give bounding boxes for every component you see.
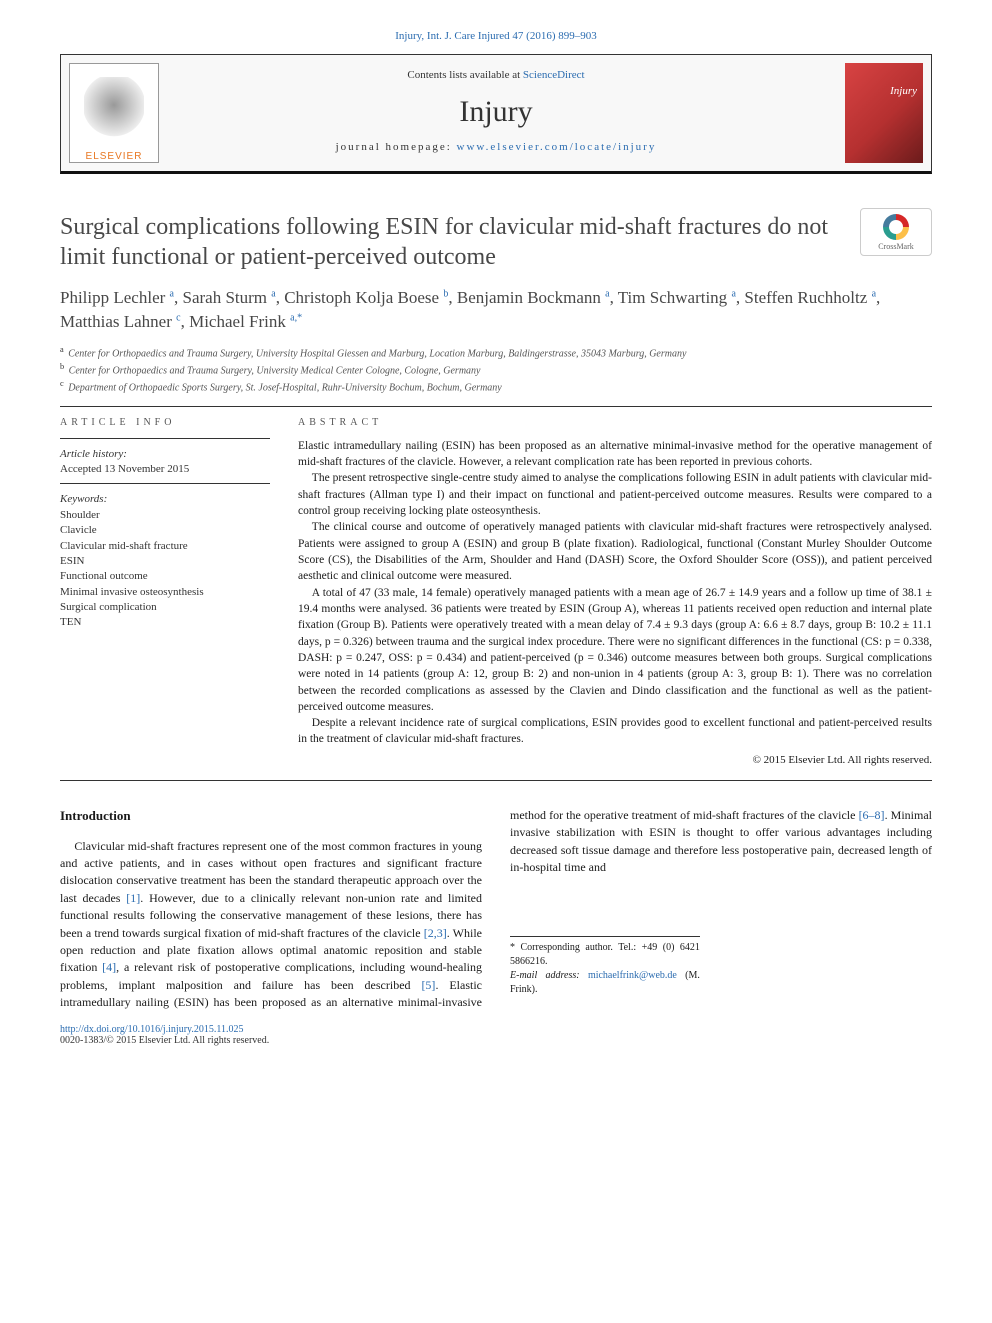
contents-available-line: Contents lists available at ScienceDirec… bbox=[171, 69, 821, 81]
elsevier-tree-icon bbox=[84, 77, 144, 147]
keyword: Shoulder bbox=[60, 508, 270, 523]
sciencedirect-link[interactable]: ScienceDirect bbox=[523, 69, 585, 81]
keyword: Functional outcome bbox=[60, 569, 270, 584]
introduction-heading: Introduction bbox=[60, 807, 482, 826]
email-label: E-mail address: bbox=[510, 970, 588, 981]
elsevier-label: ELSEVIER bbox=[86, 151, 143, 162]
affiliation-line: c Department of Orthopaedic Sports Surge… bbox=[60, 378, 932, 395]
abstract-paragraph: The present retrospective single-centre … bbox=[298, 470, 932, 519]
journal-cover-thumbnail: Injury bbox=[845, 63, 923, 163]
citation-link[interactable]: [6–8] bbox=[859, 808, 885, 822]
journal-masthead: ELSEVIER Contents lists available at Sci… bbox=[60, 54, 932, 174]
crossmark-badge[interactable]: CrossMark bbox=[860, 208, 932, 256]
corresponding-author-footnote: * Corresponding author. Tel.: +49 (0) 64… bbox=[510, 936, 700, 997]
affiliations-list: a Center for Orthopaedics and Trauma Sur… bbox=[60, 344, 932, 396]
keyword: Minimal invasive osteosynthesis bbox=[60, 585, 270, 600]
corr-email-line: E-mail address: michaelfrink@web.de (M. … bbox=[510, 969, 700, 997]
citation-link[interactable]: [2,3] bbox=[424, 926, 447, 940]
doi-block: http://dx.doi.org/10.1016/j.injury.2015.… bbox=[60, 1024, 932, 1046]
history-label: Article history: bbox=[60, 447, 270, 462]
article-info-heading: ARTICLE INFO bbox=[60, 417, 270, 428]
keyword: TEN bbox=[60, 615, 270, 630]
affiliation-line: a Center for Orthopaedics and Trauma Sur… bbox=[60, 344, 932, 361]
article-title: Surgical complications following ESIN fo… bbox=[60, 212, 842, 272]
abstract-paragraph: Despite a relevant incidence rate of sur… bbox=[298, 715, 932, 748]
abstract-paragraph: Elastic intramedullary nailing (ESIN) ha… bbox=[298, 438, 932, 471]
article-body: Introduction Clavicular mid-shaft fractu… bbox=[60, 807, 932, 1012]
citation-link[interactable]: [1] bbox=[126, 891, 140, 905]
abstract-paragraph: The clinical course and outcome of opera… bbox=[298, 519, 932, 584]
article-info-column: ARTICLE INFO Article history: Accepted 1… bbox=[60, 417, 270, 766]
crossmark-icon bbox=[883, 214, 909, 240]
corr-email-link[interactable]: michaelfrink@web.de bbox=[588, 970, 677, 981]
keyword: ESIN bbox=[60, 554, 270, 569]
citation-link[interactable]: [4] bbox=[102, 960, 116, 974]
accepted-date: Accepted 13 November 2015 bbox=[60, 463, 189, 475]
running-head-citation: Injury, Int. J. Care Injured 47 (2016) 8… bbox=[60, 30, 932, 42]
elsevier-logo: ELSEVIER bbox=[69, 63, 159, 163]
author-list: Philipp Lechler a, Sarah Sturm a, Christ… bbox=[60, 286, 932, 334]
divider bbox=[60, 406, 932, 407]
introduction-paragraph: Clavicular mid-shaft fractures represent… bbox=[60, 807, 932, 1012]
journal-homepage-line: journal homepage: www.elsevier.com/locat… bbox=[171, 141, 821, 153]
issn-copyright-line: 0020-1383/© 2015 Elsevier Ltd. All right… bbox=[60, 1035, 269, 1046]
abstract-heading: ABSTRACT bbox=[298, 417, 932, 428]
keywords-label: Keywords: bbox=[60, 492, 270, 507]
keywords-block: Keywords: ShoulderClavicleClavicular mid… bbox=[60, 492, 270, 631]
affiliation-line: b Center for Orthopaedics and Trauma Sur… bbox=[60, 361, 932, 378]
article-history-block: Article history: Accepted 13 November 20… bbox=[60, 447, 270, 478]
abstract-column: ABSTRACT Elastic intramedullary nailing … bbox=[298, 417, 932, 766]
abstract-copyright: © 2015 Elsevier Ltd. All rights reserved… bbox=[298, 754, 932, 766]
doi-link[interactable]: http://dx.doi.org/10.1016/j.injury.2015.… bbox=[60, 1024, 244, 1035]
abstract-text: Elastic intramedullary nailing (ESIN) ha… bbox=[298, 438, 932, 748]
corr-author-line: * Corresponding author. Tel.: +49 (0) 64… bbox=[510, 941, 700, 969]
cover-label: Injury bbox=[890, 85, 917, 97]
keyword: Clavicle bbox=[60, 523, 270, 538]
keyword: Clavicular mid-shaft fracture bbox=[60, 539, 270, 554]
abstract-paragraph: A total of 47 (33 male, 14 female) opera… bbox=[298, 585, 932, 716]
journal-homepage-link[interactable]: www.elsevier.com/locate/injury bbox=[457, 141, 657, 153]
citation-link[interactable]: [5] bbox=[421, 978, 435, 992]
homepage-prefix: journal homepage: bbox=[336, 141, 457, 153]
keyword: Surgical complication bbox=[60, 600, 270, 615]
crossmark-label: CrossMark bbox=[878, 242, 914, 251]
divider bbox=[60, 780, 932, 781]
journal-title: Injury bbox=[171, 95, 821, 129]
contents-prefix: Contents lists available at bbox=[407, 69, 522, 81]
